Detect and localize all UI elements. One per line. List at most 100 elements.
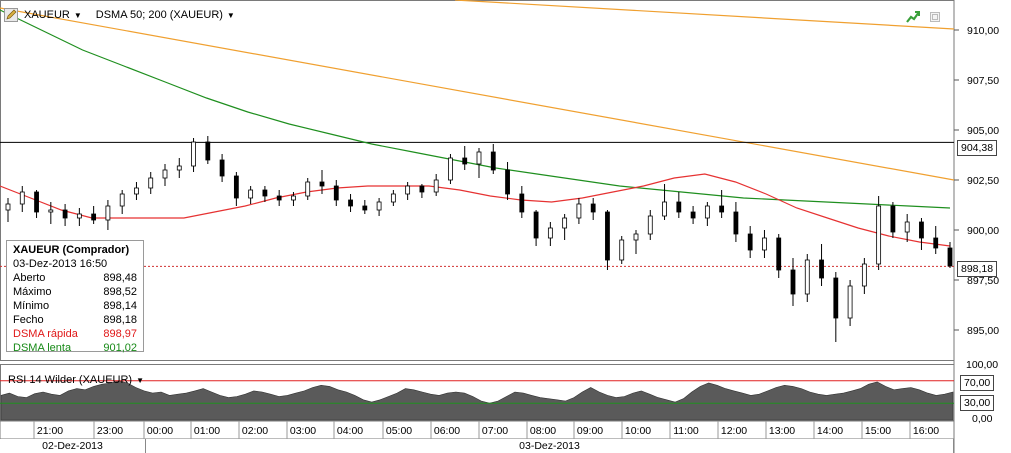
info-label: DSMA lenta xyxy=(13,342,72,354)
trend-line-upper xyxy=(454,0,955,30)
candle-body xyxy=(547,227,553,239)
rsi-label: RSI 14 Wilder (XAUEUR) xyxy=(8,374,133,386)
candle-body xyxy=(134,187,139,195)
candle-body xyxy=(448,157,453,181)
candle xyxy=(176,158,182,178)
candle xyxy=(690,206,696,224)
rsi-indicator-selector[interactable]: RSI 14 Wilder (XAUEUR) ▼ xyxy=(8,374,144,386)
x-tick-label: 05:00 xyxy=(386,425,412,437)
date-label: 02-Dez-2013 xyxy=(0,439,146,453)
candle-body xyxy=(348,199,353,207)
candle xyxy=(305,178,311,200)
indicator-selector[interactable]: DSMA 50; 200 (XAUEUR) ▼ xyxy=(96,9,235,21)
info-row-slow-ma: DSMA lenta 901,02 xyxy=(13,341,137,355)
date-label: 03-Dez-2013 xyxy=(146,439,954,453)
candle-body xyxy=(576,203,582,219)
candle-body xyxy=(619,239,625,261)
candle xyxy=(505,162,510,200)
candle-body xyxy=(91,213,97,221)
candle xyxy=(605,210,610,270)
candle-body xyxy=(162,169,168,179)
candle-body xyxy=(847,285,853,319)
candle-body xyxy=(433,179,439,193)
x-tick-label: 07:00 xyxy=(482,425,508,437)
maximize-icon[interactable] xyxy=(930,12,940,25)
candle-body xyxy=(790,269,796,295)
candle-body xyxy=(319,181,325,187)
candle-body xyxy=(305,181,311,197)
x-tick-label: 04:00 xyxy=(337,425,363,437)
info-row-fast-ma: DSMA rápida 898,97 xyxy=(13,327,137,341)
chevron-down-icon: ▼ xyxy=(226,10,235,20)
info-label: Máximo xyxy=(13,286,52,298)
candle xyxy=(819,244,824,286)
candle xyxy=(790,258,796,306)
x-tick-label: 14:00 xyxy=(817,425,843,437)
candle-body xyxy=(19,191,25,205)
candle xyxy=(76,208,82,226)
candle-body xyxy=(5,203,11,211)
last-price-tag: 898,18 xyxy=(957,261,998,277)
info-value: 898,52 xyxy=(103,286,137,298)
candle xyxy=(619,236,625,264)
candle-body xyxy=(233,175,239,199)
info-label: Aberto xyxy=(13,272,46,284)
candle xyxy=(448,154,453,184)
candle-body xyxy=(34,191,39,213)
candle-body xyxy=(933,237,939,249)
candle-body xyxy=(890,205,896,233)
info-label: Mínimo xyxy=(13,300,50,312)
info-value: 898,18 xyxy=(103,314,137,326)
candle-body xyxy=(833,277,839,319)
candle-body xyxy=(405,185,411,195)
candle xyxy=(562,214,568,240)
candle xyxy=(762,230,767,258)
candle xyxy=(847,280,853,326)
x-tick-label: 00:00 xyxy=(147,425,173,437)
candle xyxy=(476,148,482,178)
candle-body xyxy=(633,233,639,241)
candle xyxy=(933,226,939,254)
candle-body xyxy=(676,201,682,213)
ohlc-info-panel: XAUEUR (Comprador) 03-Dez-2013 16:50 Abe… xyxy=(6,240,144,355)
pencil-icon[interactable] xyxy=(4,8,18,22)
candle xyxy=(162,164,168,186)
candle xyxy=(576,198,582,224)
x-tick-label: 01:00 xyxy=(194,425,220,437)
candle xyxy=(376,198,382,216)
candle xyxy=(48,202,54,224)
candle-body xyxy=(462,157,468,165)
candle-body xyxy=(419,185,425,193)
candle xyxy=(219,154,225,182)
info-row-open: Aberto 898,48 xyxy=(13,271,137,285)
chart-toolbar: XAUEUR ▼ DSMA 50; 200 (XAUEUR) ▼ xyxy=(4,6,235,24)
candle-body xyxy=(505,169,510,195)
candle-body xyxy=(861,263,867,287)
candle xyxy=(119,190,125,214)
candle xyxy=(134,182,139,200)
info-label: DSMA rápida xyxy=(13,328,78,340)
candle xyxy=(5,198,11,222)
candle xyxy=(390,190,396,206)
candle-body xyxy=(490,151,496,171)
candle-body xyxy=(148,177,154,189)
symbol-selector[interactable]: XAUEUR ▼ xyxy=(24,9,82,21)
candle-body xyxy=(276,195,282,201)
candle-body xyxy=(105,205,111,221)
candle xyxy=(490,144,496,174)
candle-body xyxy=(376,201,382,211)
info-row-high: Máximo 898,52 xyxy=(13,285,137,299)
trend-arrow-icon[interactable] xyxy=(906,11,920,26)
candle xyxy=(362,200,368,214)
candle-body xyxy=(519,193,525,213)
candle xyxy=(348,194,353,212)
rsi-tick-label: 100,00 xyxy=(966,359,998,371)
candle-body xyxy=(205,141,211,161)
candle-body xyxy=(947,247,953,267)
candle xyxy=(804,254,810,302)
indicator-label: DSMA 50; 200 (XAUEUR) xyxy=(95,9,223,21)
candle-body xyxy=(48,209,54,213)
x-tick-label: 12:00 xyxy=(721,425,747,437)
